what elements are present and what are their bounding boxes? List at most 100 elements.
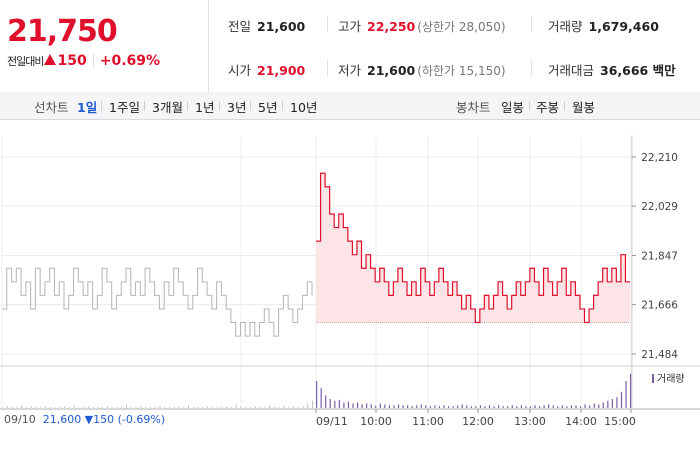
- volume-bar: [443, 405, 445, 408]
- volume-bar: [259, 407, 261, 408]
- x-tick-label: 14:00: [565, 415, 597, 428]
- tab-3year[interactable]: 3년: [227, 100, 247, 115]
- volume-bar: [2, 407, 3, 408]
- volume-bar: [92, 407, 94, 408]
- volume-bar: [226, 406, 228, 408]
- volume-bar: [584, 404, 586, 408]
- price-box: 21,750 전일대비 150 +0.69%: [0, 0, 209, 92]
- change-label: 전일대비: [7, 55, 44, 68]
- volume-bar: [207, 406, 209, 408]
- series-prev-day-line: [2, 267, 313, 337]
- volume-bar: [611, 399, 613, 408]
- volume-bar: [407, 405, 409, 408]
- tab-3month[interactable]: 3개월: [152, 100, 183, 115]
- volume-bar: [457, 405, 459, 408]
- tab-daily[interactable]: 일봉: [501, 100, 525, 115]
- volume-bar: [288, 407, 290, 408]
- change-value: 150: [57, 53, 87, 69]
- volume-bar: [511, 405, 513, 408]
- volume-bar: [425, 405, 427, 408]
- y-tick-label: 22,210: [641, 152, 678, 164]
- volume-bar: [470, 406, 472, 408]
- volume-bar: [121, 407, 123, 408]
- tab-5year[interactable]: 5년: [258, 100, 278, 115]
- volume-bar: [68, 407, 70, 408]
- volume-bar: [307, 403, 309, 408]
- volume-bar: [434, 405, 436, 408]
- volume-bar: [235, 404, 237, 408]
- stat-trade-value: 거래대금 36,666 백만: [548, 63, 676, 78]
- x-tick-label: 12:00: [462, 415, 494, 428]
- x-tick-label: 13:00: [514, 415, 546, 428]
- series-today-area: [316, 173, 630, 323]
- volume-bar: [575, 405, 577, 408]
- volume-bar: [192, 407, 194, 408]
- volume-bar: [420, 404, 422, 408]
- volume-bar: [493, 406, 495, 408]
- tab-weekly[interactable]: 주봉: [536, 100, 560, 115]
- series-today-line: [316, 172, 630, 324]
- volume-bar: [264, 407, 266, 408]
- volume-bar: [543, 405, 545, 408]
- volume-bar: [520, 405, 522, 408]
- volume-bar: [561, 405, 563, 408]
- volume-bar: [347, 401, 350, 408]
- volume-bar: [343, 402, 345, 408]
- candle-chart-label: 봉차트: [456, 100, 491, 115]
- tab-1week[interactable]: 1주일: [109, 100, 140, 115]
- up-triangle-icon: [44, 54, 57, 65]
- volume-bar: [620, 391, 623, 408]
- volume-bar: [397, 404, 400, 408]
- volume-bar: [334, 400, 336, 408]
- x-tick-label: 10:00: [360, 415, 392, 428]
- volume-bar: [245, 407, 247, 408]
- volume-bar: [278, 407, 280, 408]
- volume-bar: [329, 399, 331, 408]
- volume-bar: [283, 406, 285, 408]
- volume-bar: [240, 406, 242, 408]
- volume-bar: [183, 407, 185, 408]
- tab-monthly[interactable]: 월봉: [572, 100, 596, 115]
- volume-bar: [479, 405, 482, 408]
- volume-bar: [356, 402, 359, 408]
- volume-bar: [566, 406, 568, 408]
- volume-bar: [25, 407, 27, 408]
- volume-bar: [384, 404, 386, 408]
- stat-high: 고가 22,250 (상한가 28,050): [338, 19, 506, 34]
- volume-bar: [502, 406, 504, 408]
- volume-bar: [625, 381, 627, 408]
- volume-bar: [529, 406, 532, 408]
- volume-bar: [297, 407, 299, 408]
- volume-bar: [498, 405, 500, 408]
- volume-bar: [616, 397, 618, 408]
- volume-bar: [302, 406, 304, 408]
- stat-low: 저가 21,600 (하한가 15,150): [338, 63, 506, 78]
- volume-bar: [230, 407, 232, 408]
- volume-bar: [78, 407, 80, 408]
- volume-bar: [59, 407, 61, 408]
- volume-bar: [484, 406, 486, 408]
- volume-bar: [507, 406, 509, 408]
- tab-1day[interactable]: 1일: [77, 100, 98, 115]
- volume-bar: [589, 405, 591, 408]
- volume-bar: [461, 404, 463, 408]
- volume-bar: [30, 406, 32, 408]
- volume-bar: [106, 406, 108, 408]
- volume-bar: [325, 395, 327, 408]
- volume-bar: [202, 407, 204, 408]
- volume-bar: [64, 406, 65, 408]
- line-chart-label: 선차트: [34, 100, 69, 115]
- tab-10year[interactable]: 10년: [290, 100, 318, 115]
- volume-bar: [140, 406, 142, 408]
- volume-bar: [630, 373, 632, 408]
- volume-bar: [154, 407, 156, 408]
- volume-bar: [447, 406, 450, 408]
- volume-bar: [130, 407, 132, 408]
- prev-date: 09/10: [4, 413, 36, 426]
- stat-volume: 거래량 1,679,460: [548, 19, 659, 34]
- tab-1year[interactable]: 1년: [195, 100, 215, 115]
- volume-bar: [516, 406, 518, 408]
- x-tick-label: 15:00: [604, 415, 636, 428]
- y-tick-label: 21,484: [641, 349, 678, 361]
